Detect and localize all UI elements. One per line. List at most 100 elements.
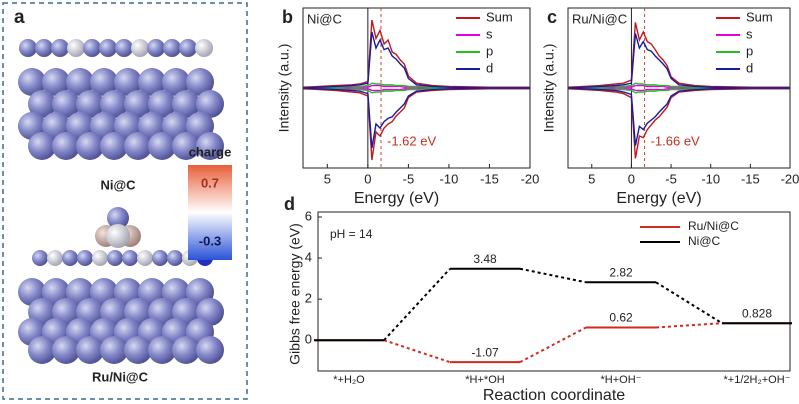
y-tick-label: 4 xyxy=(305,250,312,265)
legend-label: p xyxy=(746,43,753,58)
atom xyxy=(100,336,128,364)
atom xyxy=(138,68,166,96)
legend-label: Ni@C xyxy=(688,234,721,248)
dos-line xyxy=(302,87,530,149)
atom xyxy=(122,250,138,266)
atom xyxy=(47,250,63,266)
atom xyxy=(148,132,176,160)
dos-line xyxy=(302,87,530,94)
atom xyxy=(76,132,104,160)
atom xyxy=(92,250,108,266)
legend-label: Ru/Ni@C xyxy=(688,219,739,233)
x-tick-label: -20 xyxy=(781,171,799,186)
connector xyxy=(383,268,451,341)
x-tick-label: -10 xyxy=(440,171,459,186)
legend-label: Sum xyxy=(486,9,513,24)
x-axis-title: Energy (eV) xyxy=(354,190,439,207)
plot-tag: Ru/Ni@C xyxy=(572,11,627,26)
panel-label: a xyxy=(14,7,25,28)
x-tick-label: *H+*OH xyxy=(465,374,504,386)
atom xyxy=(172,132,200,160)
connector xyxy=(655,281,723,325)
data-label: 0.62 xyxy=(609,311,633,325)
x-tick-label: 0 xyxy=(364,171,371,186)
legend-label: p xyxy=(486,43,493,58)
connector xyxy=(383,339,451,364)
dos-line xyxy=(302,82,530,89)
panel-label: d xyxy=(284,194,295,214)
atom xyxy=(52,336,80,364)
atom xyxy=(179,39,197,57)
atom xyxy=(163,39,181,57)
dos-line xyxy=(567,87,790,94)
atom xyxy=(83,39,101,57)
x-axis-title: Reaction coordinate xyxy=(483,387,625,404)
atom xyxy=(148,336,176,364)
atom xyxy=(114,68,142,96)
x-tick-label: -15 xyxy=(480,171,499,186)
y-axis-title: Intensity (a.u.) xyxy=(276,44,292,133)
atom xyxy=(107,250,123,266)
x-tick-label: 5 xyxy=(324,171,331,186)
atom xyxy=(99,39,117,57)
x-tick-label: -20 xyxy=(521,171,540,186)
dos-line xyxy=(567,88,790,159)
x-tick-label: *H+OH⁻ xyxy=(601,374,642,386)
plot-tag: Ni@C xyxy=(307,11,342,26)
dos-line xyxy=(302,19,530,88)
x-tick-label: -5 xyxy=(665,171,677,186)
atom xyxy=(195,39,213,57)
y-tick-label: 0 xyxy=(305,332,312,347)
atom xyxy=(18,68,46,96)
atom xyxy=(100,90,128,118)
atom xyxy=(19,39,37,57)
atom xyxy=(66,68,94,96)
structure-caption: Ni@C xyxy=(100,177,136,192)
plot-frame xyxy=(317,211,791,372)
atom xyxy=(124,90,152,118)
annotation: -1.62 eV xyxy=(387,133,436,148)
atom xyxy=(90,68,118,96)
dos-line xyxy=(567,82,790,89)
atom xyxy=(62,250,78,266)
atom xyxy=(152,250,168,266)
x-tick-label: -15 xyxy=(741,171,760,186)
x-tick-label: 0 xyxy=(628,171,635,186)
atom xyxy=(115,39,133,57)
data-label: -1.07 xyxy=(471,345,499,359)
y-axis-title: Intensity (a.u.) xyxy=(541,44,557,133)
atom xyxy=(124,336,152,364)
dos-line xyxy=(567,33,790,89)
atom xyxy=(67,39,85,57)
atom xyxy=(51,39,69,57)
atom xyxy=(186,68,214,96)
y-axis-title: Gibbs free energy (eV) xyxy=(287,223,303,365)
atom xyxy=(196,132,224,160)
data-label: 0.828 xyxy=(742,306,772,320)
x-tick-label: -10 xyxy=(701,171,720,186)
atom xyxy=(107,207,129,229)
atom xyxy=(172,90,200,118)
atom xyxy=(35,39,53,57)
dos-line xyxy=(303,87,530,92)
atom xyxy=(28,336,56,364)
annotation: pH = 14 xyxy=(330,227,373,241)
atom xyxy=(77,250,93,266)
panel-label: c xyxy=(547,7,557,27)
dos-line xyxy=(302,31,530,89)
panel-border xyxy=(2,2,248,400)
legend-label: Sum xyxy=(746,9,773,24)
charge-min: -0.3 xyxy=(199,233,221,248)
legend-label: d xyxy=(746,60,753,75)
x-tick-label: -5 xyxy=(403,171,415,186)
atom xyxy=(28,132,56,160)
atom xyxy=(131,39,149,57)
legend-label: d xyxy=(486,60,493,75)
atom xyxy=(196,90,224,118)
atom xyxy=(76,90,104,118)
atom xyxy=(148,90,176,118)
x-tick-label: *+1/2H₂+OH⁻ xyxy=(724,374,791,386)
annotation: -1.66 eV xyxy=(651,133,700,148)
atom xyxy=(100,132,128,160)
